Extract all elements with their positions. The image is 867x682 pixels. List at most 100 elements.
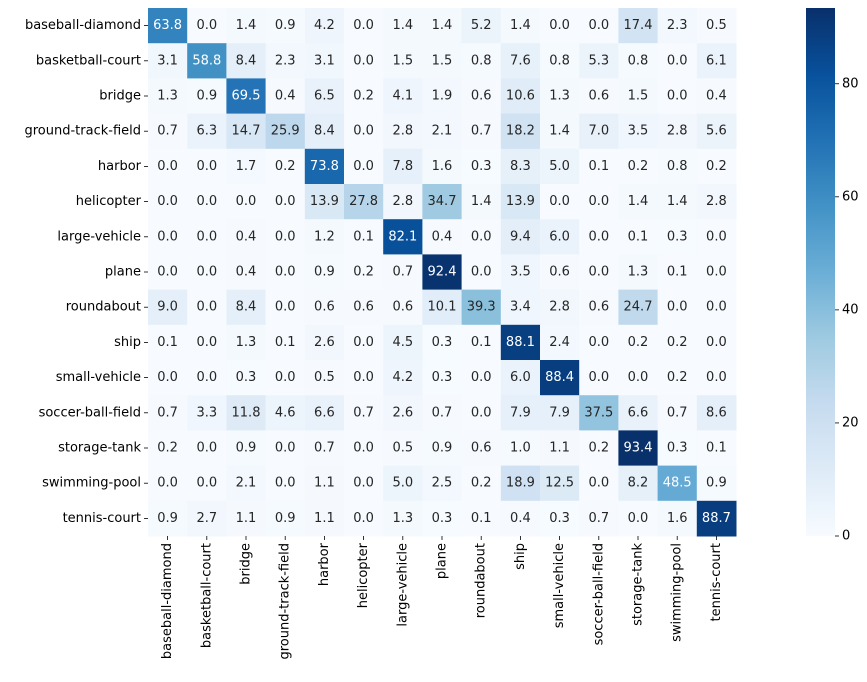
- cell-value-label: 0.0: [196, 476, 217, 491]
- heatmap-cell: [344, 289, 384, 326]
- cell-value-label: 0.7: [392, 265, 413, 280]
- cell-value-label: 0.0: [196, 229, 217, 244]
- heatmap-cell: [383, 324, 423, 361]
- cell-value-label: 63.8: [153, 18, 182, 33]
- cell-value-label: 0.2: [471, 476, 492, 491]
- cell-value-label: 6.3: [196, 124, 217, 139]
- cell-value-label: 25.9: [271, 124, 300, 139]
- cell-value-label: 0.7: [157, 405, 178, 420]
- heatmap-cell: [422, 500, 463, 537]
- cell-value-label: 88.7: [702, 511, 731, 526]
- cell-value-label: 0.0: [353, 53, 374, 68]
- heatmap-cell: [344, 8, 384, 44]
- heatmap-cell: [579, 324, 619, 361]
- cell-value-label: 4.1: [392, 89, 413, 104]
- heatmap-cell: [657, 113, 698, 150]
- heatmap-cell: [579, 360, 619, 396]
- heatmap-cell: [148, 289, 188, 326]
- heatmap-cell: [344, 148, 384, 185]
- cell-value-label: 0.0: [157, 265, 178, 280]
- cell-value-label: 2.6: [314, 335, 335, 350]
- cell-value-label: 0.2: [157, 441, 178, 456]
- heatmap-cell: [657, 78, 698, 115]
- cell-value-label: 0.4: [510, 511, 531, 526]
- heatmap-cell: [461, 113, 502, 150]
- heatmap-cell: [226, 148, 267, 185]
- cell-value-label: 0.7: [667, 405, 688, 420]
- heatmap-cell: [657, 360, 698, 396]
- heatmap-cell: [618, 430, 659, 467]
- heatmap-cell: [422, 78, 463, 115]
- heatmap-cell: [540, 43, 580, 79]
- heatmap-cell: [304, 184, 345, 220]
- cell-value-label: 0.9: [236, 441, 257, 456]
- x-tick-label: helicopter: [356, 542, 371, 608]
- heatmap-cell: [696, 184, 737, 220]
- cell-value-label: 0.0: [353, 335, 374, 350]
- heatmap-cell: [422, 289, 463, 326]
- heatmap-cell: [383, 43, 423, 79]
- colorbar: 0 20 40 60 80: [806, 8, 859, 544]
- heatmap-cell: [265, 184, 306, 220]
- heatmap-cell: [500, 113, 541, 150]
- cell-value-label: 8.3: [510, 159, 531, 174]
- cell-value-label: 1.4: [510, 18, 531, 33]
- cell-value-label: 0.0: [628, 511, 649, 526]
- cell-value-label: 17.4: [624, 18, 653, 33]
- cell-value-label: 0.0: [275, 194, 296, 209]
- cell-value-label: 0.3: [667, 441, 688, 456]
- cell-value-label: 0.2: [275, 159, 296, 174]
- cell-value-label: 0.0: [667, 300, 688, 315]
- heatmap-cell: [226, 289, 267, 326]
- cell-value-label: 13.9: [506, 194, 535, 209]
- y-tick-label: bridge: [99, 89, 141, 104]
- heatmap-cell: [657, 148, 698, 185]
- cell-value-label: 2.6: [392, 405, 413, 420]
- cell-value-label: 2.3: [667, 18, 688, 33]
- y-tick-label: tennis-court: [63, 511, 141, 526]
- x-tick-label: basketball-court: [199, 543, 214, 648]
- heatmap-cell: [461, 324, 502, 361]
- heatmap-cell: [461, 500, 502, 537]
- cell-value-label: 0.0: [157, 370, 178, 385]
- y-tick-label: roundabout: [66, 300, 141, 315]
- cell-value-label: 13.9: [310, 194, 339, 209]
- heatmap-cell: [265, 219, 306, 255]
- heatmap-cell: [696, 148, 737, 185]
- cell-value-label: 0.9: [275, 511, 296, 526]
- heatmap-cell: [344, 360, 384, 396]
- heatmap-cell: [500, 360, 541, 396]
- cell-value-label: 0.7: [471, 124, 492, 139]
- cell-value-label: 0.0: [471, 370, 492, 385]
- x-tick-label: plane: [435, 543, 450, 579]
- cell-value-label: 2.1: [432, 124, 453, 139]
- heatmap-cell: [579, 500, 619, 537]
- heatmap-cell: [579, 254, 619, 291]
- cell-value-label: 0.0: [706, 335, 727, 350]
- heatmap-cell: [657, 43, 698, 79]
- cell-value-label: 0.6: [471, 89, 492, 104]
- cell-value-label: 2.7: [196, 511, 217, 526]
- cell-value-label: 48.5: [663, 476, 692, 491]
- heatmap-cell: [500, 324, 541, 361]
- colorbar-gradient: [806, 8, 835, 536]
- heatmap-cell: [187, 500, 227, 537]
- heatmap-cell: [265, 43, 306, 79]
- heatmap-cell: [265, 113, 306, 150]
- heatmap-cell: [461, 148, 502, 185]
- heatmap-cell: [461, 219, 502, 255]
- heatmap-cell: [383, 219, 423, 255]
- heatmap-cell: [265, 148, 306, 185]
- heatmap-cell: [226, 78, 267, 115]
- heatmap-cell: [344, 254, 384, 291]
- cell-value-label: 1.5: [432, 53, 453, 68]
- heatmap-cell: [344, 465, 384, 502]
- heatmap-cell: [579, 43, 619, 79]
- heatmap-cell: [265, 430, 306, 467]
- cell-value-label: 1.4: [667, 194, 688, 209]
- heatmap-cell: [657, 289, 698, 326]
- cell-value-label: 6.6: [628, 405, 649, 420]
- cell-value-label: 0.1: [157, 335, 178, 350]
- cell-value-label: 1.1: [236, 511, 257, 526]
